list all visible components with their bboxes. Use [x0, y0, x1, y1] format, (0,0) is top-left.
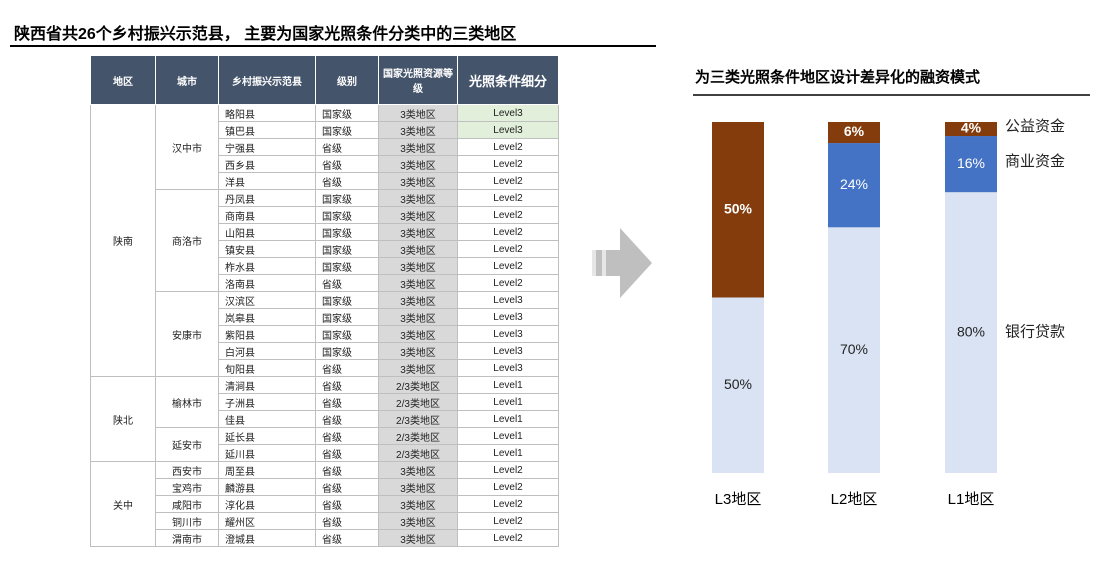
bar-segment	[945, 136, 997, 193]
value-label: 16%	[957, 155, 985, 171]
city-cell: 榆林市	[155, 376, 219, 428]
legend-label: 商业资金	[1005, 153, 1065, 170]
subclass-cell: Level3	[457, 121, 559, 139]
header-cell: 地区	[90, 55, 156, 105]
value-label: 6%	[844, 123, 865, 139]
table-row: 镇巴县 国家级 3类地区 Level3	[91, 121, 559, 139]
header-cell: 光照条件细分	[457, 55, 559, 105]
table-row: 佳县 省级 2/3类地区 Level1	[91, 410, 559, 428]
value-label: 70%	[840, 341, 868, 357]
bar-segment	[828, 143, 880, 228]
arrow-stripe	[602, 250, 606, 276]
resource-cell: 3类地区	[378, 478, 458, 496]
bar-segment	[945, 122, 997, 137]
table-row: 紫阳县 国家级 3类地区 Level3	[91, 325, 559, 343]
bar-segment	[945, 192, 997, 473]
resource-cell: 3类地区	[378, 495, 458, 513]
table-row: 子洲县 省级 2/3类地区 Level1	[91, 393, 559, 411]
header-cell: 国家光照资源等级	[378, 55, 458, 105]
bar-segment	[712, 297, 764, 473]
arrow	[592, 228, 652, 298]
resource-cell: 3类地区	[378, 223, 458, 241]
county-table: 地区 城市 乡村振兴示范县 级别 国家光照资源等级 光照条件细分 陕南 汉中市 略阳县 国家级 3…	[90, 55, 559, 547]
legend-label: 银行贷款	[1005, 324, 1065, 341]
resource-cell: 3类地区	[378, 121, 458, 139]
table-row: 延安市 延长县 省级 2/3类地区 Level1	[91, 427, 559, 462]
resource-cell: 3类地区	[378, 189, 458, 207]
header-cell: 乡村振兴示范县	[218, 55, 316, 105]
city-cell: 汉中市	[155, 104, 219, 190]
table-row: 陕南 汉中市 略阳县 国家级 3类地区 Level3	[90, 104, 559, 377]
subclass-cell: Level2	[457, 529, 559, 547]
table-row: 咸阳市 淳化县 省级 3类地区 Level2	[91, 495, 559, 513]
resource-cell: 3类地区	[378, 529, 458, 547]
table-row: 洛南县 省级 3类地区 Level2	[91, 274, 559, 292]
chart-title: 为三类光照条件地区设计差异化的融资模式	[695, 68, 980, 86]
bar-segment	[712, 122, 764, 298]
resource-cell: 2/3类地区	[378, 393, 458, 411]
resource-cell: 2/3类地区	[378, 444, 458, 462]
resource-cell: 2/3类地区	[378, 427, 458, 445]
table-row: 延川县 省级 2/3类地区 Level1	[91, 444, 559, 462]
table-row: 渭南市 澄城县 省级 3类地区 Level2	[91, 529, 559, 547]
table-row: 铜川市 耀州区 省级 3类地区 Level2	[91, 512, 559, 530]
table-row: 商南县 国家级 3类地区 Level2	[91, 206, 559, 224]
resource-cell: 3类地区	[378, 138, 458, 156]
table-row: 宁强县 省级 3类地区 Level2	[91, 138, 559, 156]
resource-cell: 3类地区	[378, 206, 458, 224]
value-label: 50%	[724, 200, 753, 216]
table-row: 山阳县 国家级 3类地区 Level2	[91, 223, 559, 241]
arrow-stripe	[592, 250, 596, 276]
x-tick-label: L2地区	[831, 491, 878, 508]
table-row: 旬阳县 省级 3类地区 Level3	[91, 359, 559, 377]
value-label: 80%	[957, 323, 985, 339]
value-label: 50%	[724, 376, 752, 392]
resource-cell: 3类地区	[378, 155, 458, 173]
resource-cell: 3类地区	[378, 512, 458, 530]
resource-cell: 3类地区	[378, 257, 458, 275]
value-label: 4%	[961, 120, 982, 136]
table-row: 西乡县 省级 3类地区 Level2	[91, 155, 559, 173]
table-row: 柞水县 国家级 3类地区 Level2	[91, 257, 559, 275]
table-row: 宝鸡市 麟游县 省级 3类地区 Level2	[91, 478, 559, 496]
subclass-cell: Level3	[457, 104, 559, 122]
header-row: 地区 城市 乡村振兴示范县 级别 国家光照资源等级 光照条件细分	[90, 55, 559, 105]
title-rule	[10, 45, 656, 47]
table-row: 白河县 国家级 3类地区 Level3	[91, 342, 559, 360]
legend-label: 公益资金	[1005, 118, 1065, 135]
resource-cell: 3类地区	[378, 342, 458, 360]
resource-cell: 3类地区	[378, 359, 458, 377]
table-row: 陕北 榆林市 清涧县 省级 2/3类地区 Level1	[90, 376, 559, 462]
bar-segment	[828, 227, 880, 473]
x-tick-label: L3地区	[715, 491, 762, 508]
resource-cell: 2/3类地区	[378, 410, 458, 428]
bar-segment	[828, 122, 880, 144]
resource-cell: 3类地区	[378, 274, 458, 292]
table-row: 关中 西安市 周至县 省级 3类地区 Level2	[90, 461, 559, 547]
page-title: 陕西省共26个乡村振兴示范县， 主要为国家光照条件分类中的三类地区	[14, 26, 517, 43]
value-label: 24%	[840, 176, 868, 192]
x-tick-label: L1地区	[948, 491, 995, 508]
